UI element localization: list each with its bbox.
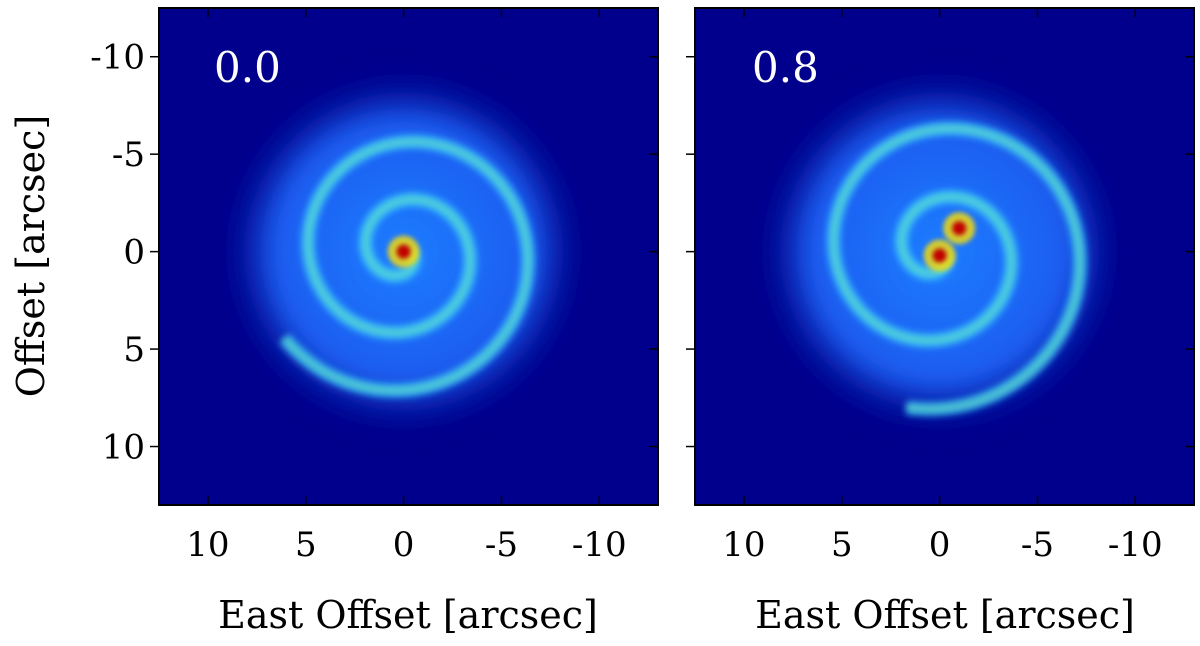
- panel-1-y-ticks: [686, 55, 1194, 448]
- x-tick-label: -10: [1108, 525, 1163, 565]
- y-tick-label: -10: [90, 38, 145, 78]
- panel-0-x-ticks: 10 5 0 -5 -10: [186, 8, 627, 565]
- panel-1-image: [753, 65, 1126, 438]
- core-peak: [396, 244, 411, 259]
- core-peak: [952, 221, 967, 236]
- x-tick-label: 0: [929, 525, 951, 565]
- y-tick-label: -5: [112, 135, 145, 175]
- panel-0-frame: [158, 7, 659, 506]
- panel-0-x-axis-label: East Offset [arcsec]: [218, 593, 598, 637]
- core-peak: [932, 248, 947, 263]
- panel-1-x-axis-label: East Offset [arcsec]: [755, 593, 1135, 637]
- x-tick-label: -5: [1021, 525, 1054, 565]
- y-tick-label: 10: [102, 428, 145, 468]
- panel-1-label: 0.8: [752, 43, 819, 92]
- panel-1-x-ticks: 10 5 0 -5 -10: [722, 8, 1163, 565]
- x-tick-label: -5: [485, 525, 518, 565]
- y-tick-label: 0: [123, 233, 145, 273]
- y-tick-label: 5: [123, 330, 145, 370]
- x-tick-label: -10: [572, 525, 627, 565]
- panel-1: 10 5 0 -5 -10 0.8 East Offset [arcsec]: [686, 7, 1195, 637]
- panel-0: 10 5 0 -5 -10 -10 -5 0 5 10 0.0 East Offset [arc…: [9, 7, 659, 637]
- spiral-arm-ridge: [831, 125, 1083, 412]
- panel-0-y-ticks: -10 -5 0 5 10: [90, 38, 658, 468]
- x-tick-label: 10: [722, 525, 765, 565]
- panel-0-label: 0.0: [214, 43, 281, 92]
- x-tick-label: 5: [831, 525, 853, 565]
- panel-1-frame: [694, 7, 1195, 506]
- x-tick-label: 0: [393, 525, 415, 565]
- x-tick-label: 10: [186, 525, 229, 565]
- y-axis-label: Offset [arcsec]: [9, 115, 53, 398]
- x-tick-label: 5: [295, 525, 317, 565]
- panel-0-image: [217, 65, 590, 438]
- spiral-arm-ridge: [282, 139, 531, 394]
